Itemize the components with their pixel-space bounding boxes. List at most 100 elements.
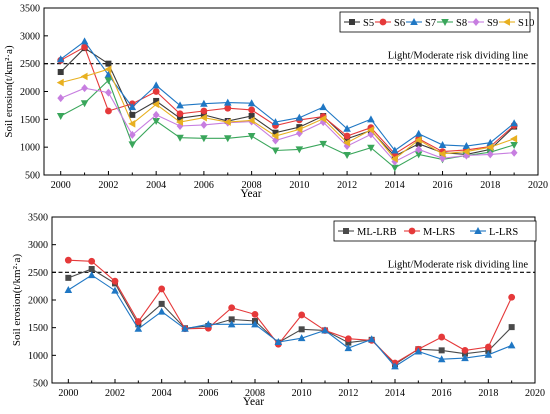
data-point bbox=[510, 135, 518, 143]
data-point bbox=[134, 324, 143, 332]
data-point bbox=[134, 318, 142, 325]
data-point bbox=[224, 104, 232, 112]
data-point bbox=[508, 293, 516, 301]
data-point bbox=[64, 286, 73, 294]
x-tick-label: 2004 bbox=[152, 388, 172, 399]
y-tick-label: 1000 bbox=[28, 351, 48, 362]
data-point bbox=[57, 94, 65, 103]
legend-box bbox=[339, 11, 531, 33]
data-point bbox=[390, 155, 398, 163]
data-point bbox=[177, 115, 184, 122]
data-point bbox=[80, 37, 89, 45]
data-point bbox=[81, 84, 88, 93]
data-point bbox=[176, 101, 184, 109]
series-line bbox=[60, 79, 515, 169]
legend-item-l-lrs: L-LRS bbox=[470, 227, 518, 238]
series-l-lrs bbox=[64, 271, 516, 370]
data-point bbox=[272, 136, 279, 145]
x-tick-label: 2020 bbox=[528, 180, 548, 191]
x-tick-label: 2006 bbox=[194, 180, 214, 191]
data-point bbox=[200, 135, 208, 143]
y-tick-label: 1000 bbox=[20, 143, 40, 154]
data-point bbox=[343, 151, 351, 159]
data-point bbox=[157, 307, 166, 315]
data-point bbox=[274, 338, 283, 346]
risk-dividing-line-label: Light/Moderate risk dividing line bbox=[388, 51, 529, 62]
data-point bbox=[298, 326, 305, 333]
data-point bbox=[200, 111, 207, 118]
x-tick-label: 2004 bbox=[146, 180, 166, 191]
data-point bbox=[484, 350, 493, 358]
data-point bbox=[343, 138, 351, 147]
legend-label: L-LRS bbox=[489, 227, 518, 238]
data-point bbox=[223, 135, 232, 143]
y-tick-label: 500 bbox=[33, 379, 48, 390]
data-point bbox=[295, 129, 303, 138]
data-point bbox=[484, 343, 492, 351]
chart-panel-1: 500 1000 1500 2000 2500 3000 3500 2000 2002 2004 2… bbox=[3, 4, 548, 201]
x-tick-label: 2010 bbox=[289, 180, 309, 191]
series-line bbox=[60, 46, 515, 155]
data-point bbox=[81, 43, 88, 51]
legend-marker bbox=[379, 18, 387, 26]
x-tick-label: 2008 bbox=[245, 388, 265, 399]
x-tick-label: 2002 bbox=[105, 388, 125, 399]
data-point bbox=[272, 129, 279, 136]
data-point bbox=[104, 77, 113, 85]
y-axis-label: Soil erosion(t/km²·a) bbox=[3, 45, 15, 138]
data-point bbox=[181, 324, 189, 332]
data-point bbox=[343, 124, 351, 132]
legend: ML-LRB M-LRS L-LRS bbox=[333, 220, 537, 242]
data-point bbox=[508, 324, 515, 331]
data-point bbox=[153, 97, 160, 104]
data-point bbox=[510, 119, 518, 127]
data-point bbox=[321, 326, 329, 334]
legend-marker bbox=[503, 18, 510, 26]
legend-item-s9: S9 bbox=[468, 18, 498, 29]
x-axis-label: Year bbox=[243, 396, 264, 408]
data-point bbox=[80, 100, 89, 108]
legend-marker bbox=[349, 19, 355, 25]
risk-dividing-line-label: Light/Moderate risk dividing line bbox=[388, 259, 529, 270]
data-point bbox=[158, 285, 166, 293]
data-point bbox=[152, 81, 160, 89]
data-point bbox=[227, 320, 236, 328]
data-point bbox=[486, 143, 494, 151]
x-axis-label: Year bbox=[240, 188, 261, 200]
data-point bbox=[152, 100, 160, 109]
data-point bbox=[57, 69, 64, 76]
legend-item-m-lrs: M-LRS bbox=[404, 227, 455, 238]
data-point bbox=[129, 111, 136, 118]
y-tick-label: 3000 bbox=[28, 240, 48, 251]
data-point bbox=[438, 140, 447, 148]
y-tick-label: 1500 bbox=[20, 115, 40, 126]
y-tick-label: 2500 bbox=[20, 59, 40, 70]
legend-label: ML-LRB bbox=[357, 227, 397, 238]
data-point bbox=[64, 256, 72, 264]
x-tick-label: 2016 bbox=[432, 388, 452, 399]
data-point bbox=[437, 355, 446, 363]
data-point bbox=[228, 316, 235, 323]
data-point bbox=[176, 118, 184, 126]
data-point bbox=[199, 113, 207, 122]
y-tick-label: 3500 bbox=[28, 213, 48, 224]
series-line bbox=[60, 40, 515, 152]
data-point bbox=[461, 354, 469, 362]
data-point bbox=[507, 341, 516, 349]
x-tick-label: 2018 bbox=[480, 180, 500, 191]
legend-marker bbox=[410, 18, 418, 25]
legend-label: S10 bbox=[518, 18, 534, 29]
x-tick-label: 2000 bbox=[51, 180, 71, 191]
legend-marker bbox=[441, 19, 449, 26]
data-point bbox=[486, 150, 494, 159]
legend-label: S7 bbox=[425, 18, 436, 29]
data-point bbox=[204, 320, 213, 328]
y-tick-label: 2000 bbox=[28, 296, 48, 307]
legend-marker bbox=[472, 18, 480, 26]
data-point bbox=[510, 148, 518, 157]
data-point bbox=[271, 147, 280, 155]
x-tick-label: 2008 bbox=[242, 180, 262, 191]
data-point bbox=[366, 126, 374, 134]
data-point bbox=[367, 335, 376, 343]
data-point bbox=[152, 110, 160, 119]
